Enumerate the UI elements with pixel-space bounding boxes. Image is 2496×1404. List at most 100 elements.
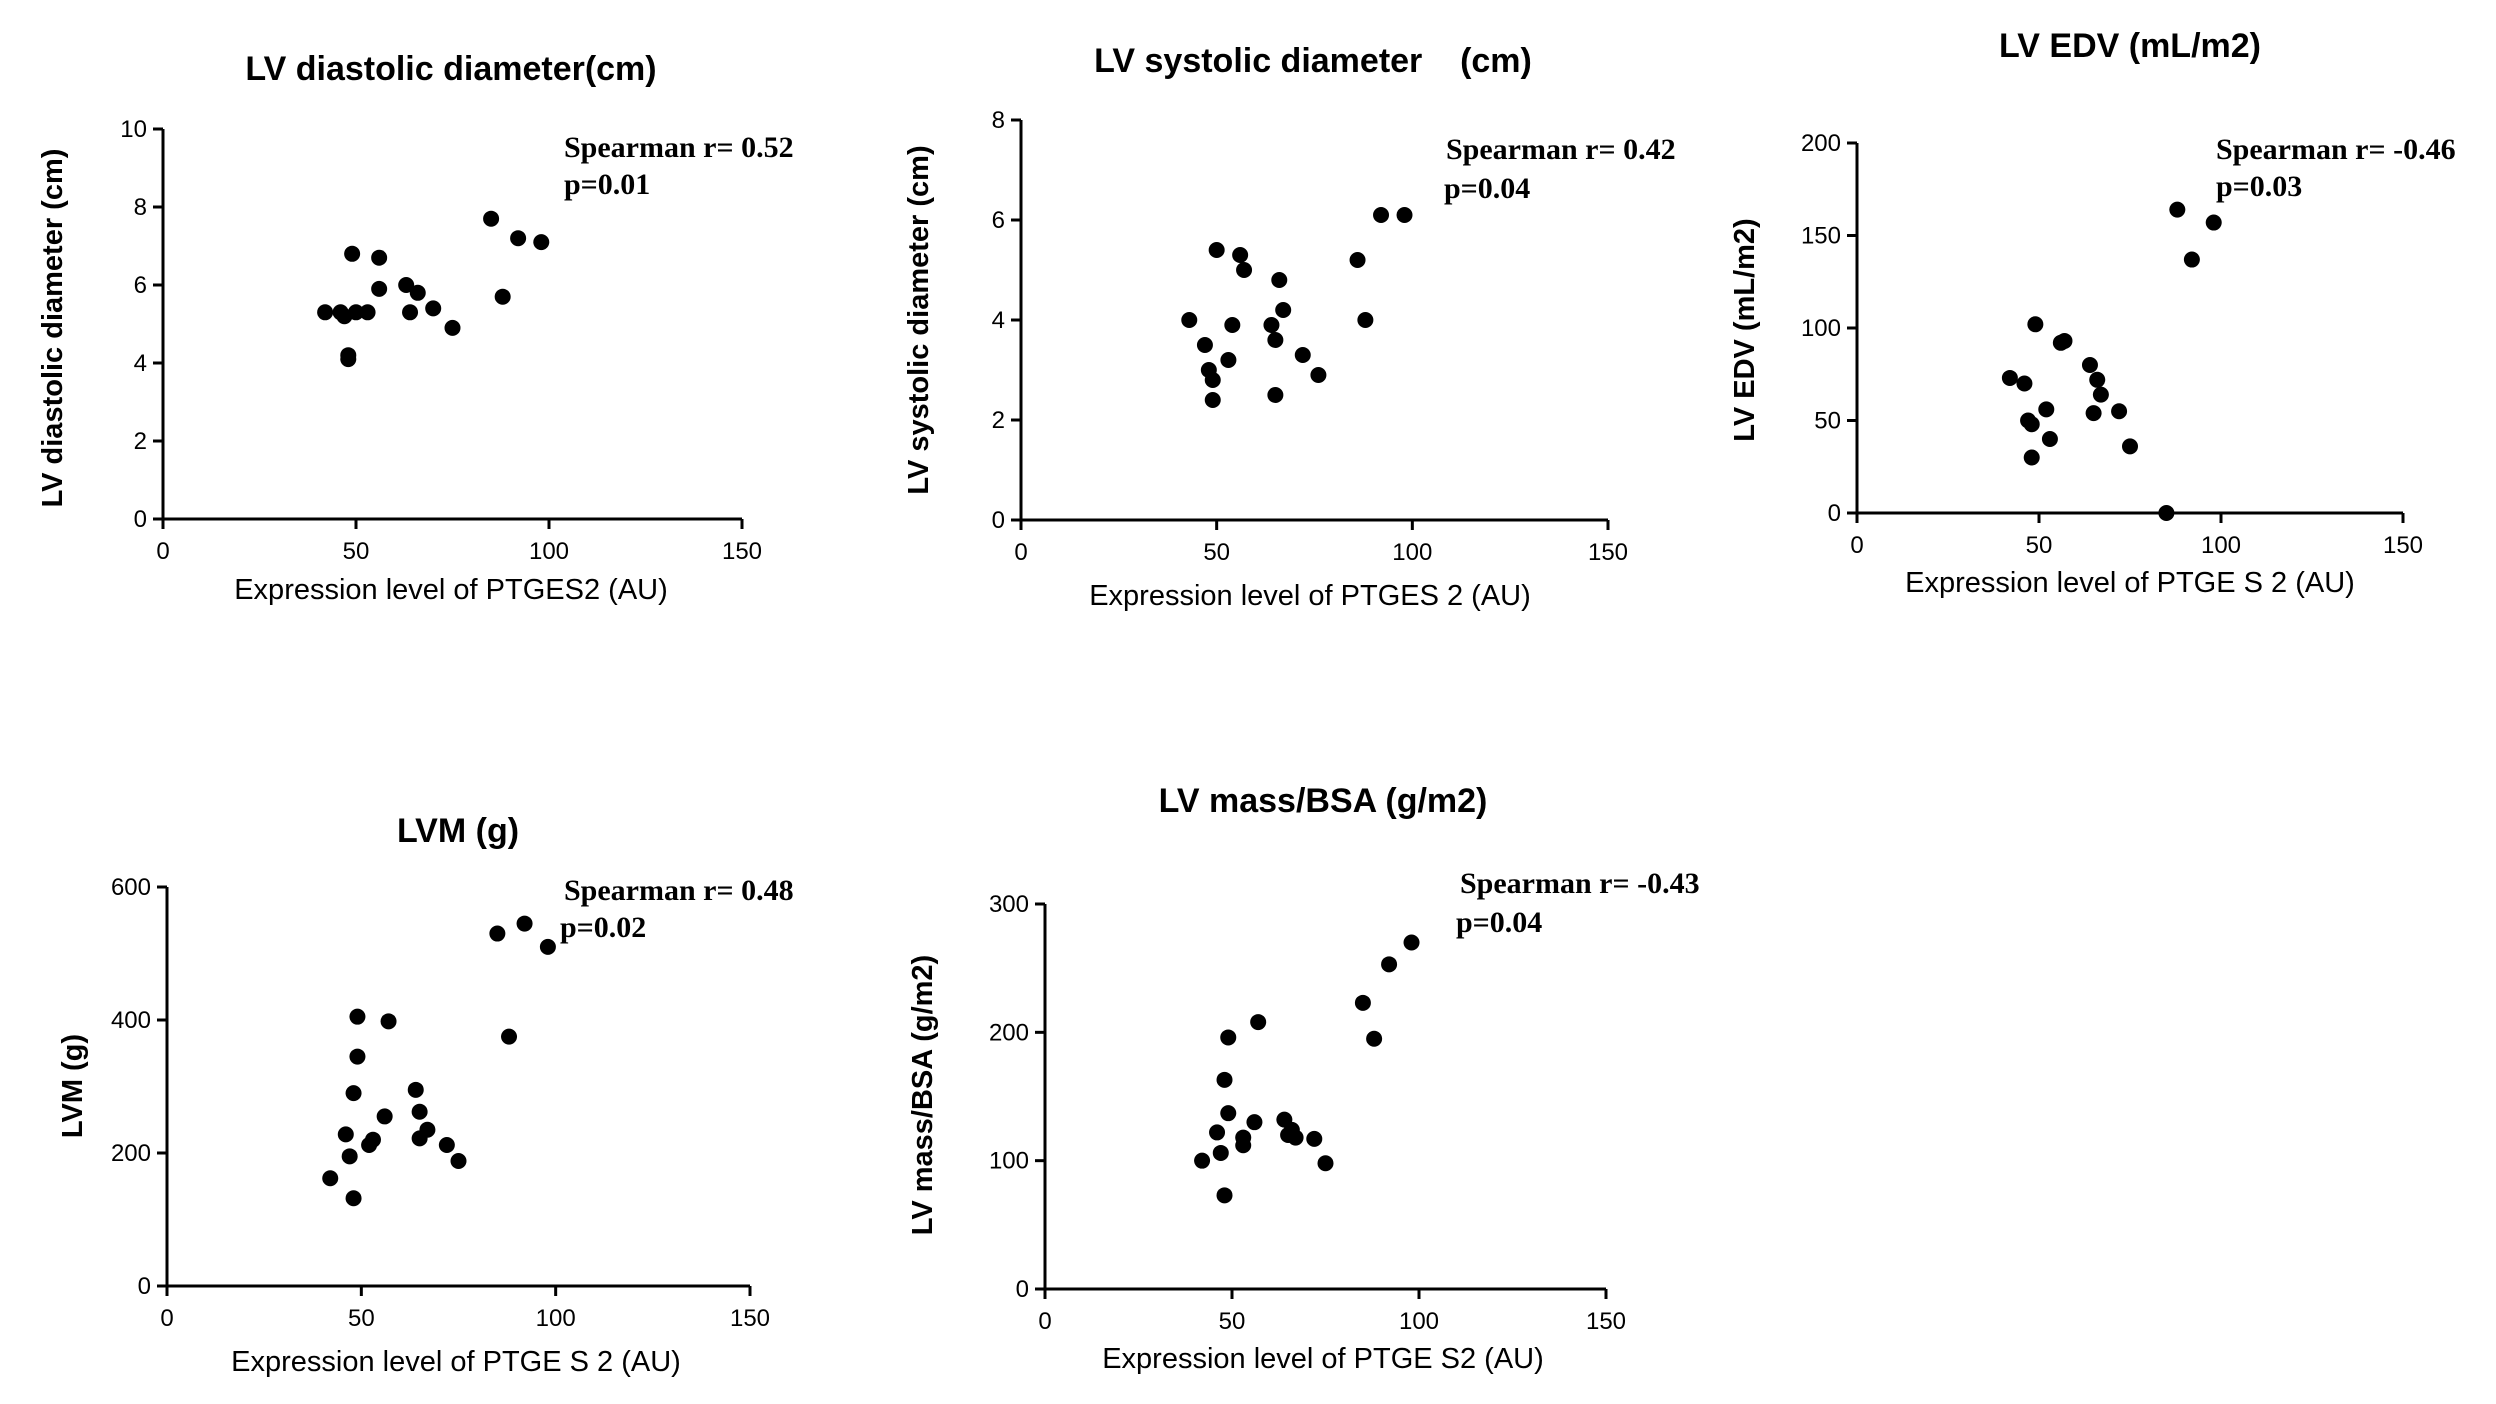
x-tick-label: 0 [1850, 532, 1863, 559]
data-point [1357, 312, 1374, 328]
y-tick-label: 2 [992, 407, 1005, 434]
x-tick-label: 50 [343, 538, 370, 565]
data-point [1235, 1129, 1252, 1146]
data-point [359, 304, 376, 321]
data-point [344, 245, 361, 262]
data-point [2041, 431, 2058, 447]
data-point [450, 1152, 467, 1169]
data-point [1204, 372, 1221, 388]
x-tick-label: 50 [2026, 532, 2053, 559]
data-point [539, 938, 556, 955]
spearman-annotation: Spearman r= -0.46 [2216, 133, 2456, 166]
data-point [1354, 994, 1371, 1011]
data-point [1373, 207, 1390, 223]
x-tick-label: 0 [160, 1305, 173, 1332]
x-tick-label: 100 [1399, 1308, 1439, 1335]
chart-title: LV mass/BSA (g/m2) [1159, 782, 1488, 820]
y-tick-label: 8 [134, 194, 147, 221]
x-tick-label: 0 [156, 538, 169, 565]
panel-lv-diastolic-diameter: LV diastolic diameter(cm) LV diastolic d… [37, 50, 794, 606]
data-point [349, 1048, 366, 1065]
data-point [444, 319, 461, 336]
x-tick-label: 150 [730, 1305, 770, 1332]
data-point [1349, 252, 1366, 268]
data-point [1310, 367, 1327, 383]
x-tick-label: 0 [1014, 539, 1027, 566]
data-point [1271, 272, 1288, 288]
data-point [2016, 375, 2033, 392]
data-point [1275, 302, 1292, 318]
data-point [1224, 317, 1241, 333]
panel-lv-edv: LV EDV (mL/m2) LV EDV (mL/m2) Expression… [1729, 27, 2456, 599]
x-tick-label: 150 [1588, 539, 1628, 566]
data-point [2158, 505, 2175, 521]
data-point [398, 277, 415, 293]
data-point [425, 300, 442, 317]
data-point [1366, 1030, 1383, 1047]
y-tick-label: 200 [1801, 130, 1841, 157]
data-point [1267, 332, 1284, 348]
y-axis-label: LV diastolic diameter (cm) [37, 149, 69, 508]
data-point [2183, 251, 2200, 268]
data-point [533, 234, 550, 251]
x-axis-label: Expression level of PTGES 2 (AU) [1089, 580, 1531, 612]
y-axis-label: LVM (g) [57, 1034, 89, 1138]
data-point [510, 230, 527, 247]
data-point [1317, 1155, 1334, 1172]
data-point [1250, 1014, 1267, 1031]
y-tick-label: 400 [111, 1007, 151, 1034]
data-point [345, 1190, 362, 1207]
data-point [419, 1121, 436, 1138]
spearman-annotation: Spearman r= 0.48 [564, 874, 794, 907]
data-point [1287, 1129, 1304, 1146]
data-point [1403, 934, 1420, 951]
data-point [340, 351, 357, 368]
y-axis-label: LV EDV (mL/m2) [1729, 218, 1761, 441]
data-point [2056, 332, 2073, 349]
y-tick-label: 100 [989, 1148, 1029, 1175]
data-point [1212, 1144, 1229, 1161]
panel-lv-mass-bsa: LV mass/BSA (g/m2) LV mass/BSA (g/m2) Ex… [907, 782, 1700, 1375]
data-point [376, 1108, 393, 1125]
data-point [1381, 956, 1398, 973]
data-point [2205, 214, 2222, 231]
spearman-annotation: Spearman r= -0.43 [1460, 867, 1700, 900]
data-point [1236, 262, 1253, 278]
data-point [1220, 352, 1237, 368]
data-point [1246, 1114, 1263, 1131]
data-point [402, 304, 419, 321]
p-value-annotation: p=0.04 [1456, 906, 1542, 939]
data-point [409, 284, 426, 301]
panel-lvm: LVM (g) LVM (g) Expression level of PTGE… [57, 812, 794, 1378]
data-point [1267, 387, 1284, 403]
x-tick-label: 100 [529, 538, 569, 565]
data-point [317, 304, 334, 321]
x-axis-label: Expression level of PTGE S2 (AU) [1102, 1343, 1544, 1375]
data-point [1196, 337, 1213, 353]
data-point [1216, 1071, 1233, 1088]
data-point [483, 210, 500, 227]
panel-lv-systolic-diameter: LV systolic diameter (cm) LV systolic di… [903, 42, 1676, 612]
data-point [348, 304, 364, 321]
y-tick-label: 6 [992, 207, 1005, 234]
data-point [407, 1081, 424, 1098]
x-tick-label: 50 [1219, 1308, 1246, 1335]
x-axis-label: Expression level of PTGE S 2 (AU) [1905, 567, 2355, 599]
data-point [380, 1013, 397, 1030]
data-point [1306, 1130, 1323, 1147]
data-point [2111, 403, 2128, 420]
data-point [345, 1085, 362, 1102]
data-point [337, 1126, 354, 1143]
y-tick-label: 0 [138, 1273, 151, 1300]
data-point [1209, 1124, 1226, 1141]
y-tick-label: 50 [1814, 408, 1841, 435]
data-point [494, 288, 511, 305]
y-tick-label: 100 [1801, 315, 1841, 342]
data-point [1396, 207, 1413, 223]
y-tick-label: 8 [992, 107, 1005, 134]
y-tick-label: 0 [1828, 500, 1841, 527]
data-point [1220, 1029, 1237, 1046]
y-tick-label: 10 [120, 116, 147, 143]
